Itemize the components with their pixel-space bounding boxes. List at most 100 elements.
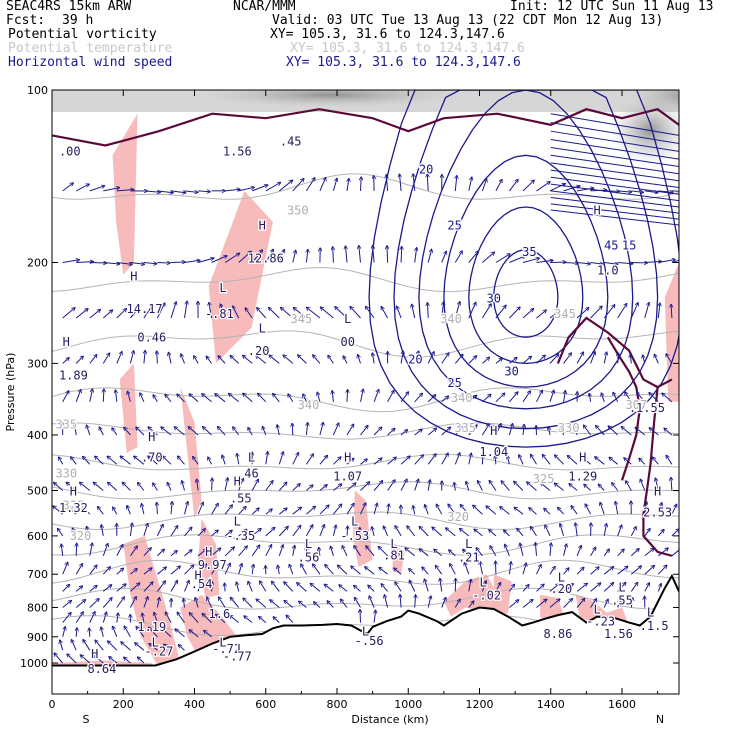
wind-vector	[298, 355, 307, 364]
wind-vector	[313, 355, 321, 364]
pv-extremum-label: .00	[59, 144, 81, 158]
wind-vector	[184, 260, 200, 263]
wind-vector	[544, 508, 551, 515]
wind-vector	[62, 391, 69, 403]
wind-vector	[649, 428, 659, 436]
wind-vector	[342, 546, 348, 557]
wind-vector	[604, 263, 618, 265]
wind-vector	[405, 548, 416, 557]
wind-vector	[248, 581, 253, 592]
wind-vector	[130, 263, 144, 265]
wind-vector	[335, 307, 348, 319]
wind-vector	[143, 524, 148, 537]
wind-vector	[202, 394, 212, 403]
x-tick-label: 600	[255, 698, 276, 711]
wind-vector	[654, 354, 659, 364]
wind-vector	[292, 250, 296, 263]
wind-vector	[428, 303, 429, 319]
wind-vector	[206, 356, 213, 364]
wind-vector	[489, 530, 497, 537]
wind-vector	[536, 355, 546, 364]
wind-vector	[449, 550, 456, 557]
wind-vector	[333, 504, 341, 515]
wind-vector	[643, 355, 645, 364]
wind-vector	[369, 596, 375, 608]
pv-extremum-label: 1.56	[223, 144, 252, 158]
wind-vector	[590, 567, 599, 575]
wind-vector	[211, 256, 227, 263]
wind-vector	[392, 547, 402, 557]
wind-vector	[495, 393, 505, 403]
wind-vector	[297, 583, 307, 592]
wind-vector	[360, 389, 364, 402]
wind-vector	[62, 613, 71, 623]
wind-vector	[278, 250, 284, 263]
wind-vector	[260, 581, 267, 592]
wind-vector	[425, 505, 429, 515]
wind-vector	[468, 601, 474, 608]
pv-shaded-region	[198, 518, 220, 598]
wind-vector	[374, 610, 376, 623]
x-tick-label: 1200	[466, 698, 494, 711]
pv-contour	[556, 316, 673, 389]
wind-vector	[278, 482, 286, 491]
wind-vector	[522, 258, 539, 263]
wind-vector	[522, 309, 533, 319]
wind-vector	[613, 392, 619, 403]
wind-vector	[644, 261, 662, 262]
wind-speed-contour	[550, 209, 679, 226]
wind-vector	[190, 613, 199, 623]
wind-vector	[671, 548, 679, 557]
wind-vector	[454, 302, 460, 319]
wind-vector	[630, 549, 639, 557]
wind-vector	[332, 423, 338, 436]
wind-vector	[653, 457, 659, 465]
wind-vector	[481, 581, 486, 592]
wind-vector	[482, 394, 491, 403]
wind-vector	[231, 598, 240, 608]
wind-vector	[251, 529, 261, 537]
valid-time: Valid: 03 UTC Tue 13 Aug 13 (22 CDT Mon …	[272, 13, 664, 28]
pv-extremum-label: .20	[551, 582, 573, 596]
wind-vector	[372, 353, 374, 364]
wind-speed-contour	[550, 138, 679, 160]
wind-vector	[427, 174, 428, 191]
wind-vector	[144, 351, 145, 364]
wind-vector	[331, 546, 334, 556]
wind-vector	[555, 483, 564, 491]
wind-vector	[468, 453, 472, 465]
wind-vector	[500, 507, 510, 515]
pv-extremum-label: .20	[248, 344, 270, 358]
field-wind-xy: XY= 105.3, 31.6 to 124.3,147.6	[286, 55, 521, 70]
wind-vector	[360, 482, 370, 491]
wind-vector	[657, 503, 662, 515]
wind-vector	[585, 504, 592, 515]
wind-vector	[536, 260, 553, 263]
wind-vector	[102, 567, 110, 575]
wind-vector	[157, 598, 159, 608]
wind-vector	[230, 356, 240, 364]
wind-vector	[509, 307, 520, 319]
wind-vector	[414, 393, 423, 403]
wind-vector	[218, 356, 226, 364]
wind-vector	[671, 190, 679, 192]
wind-vector	[272, 581, 280, 592]
wind-vector	[489, 481, 497, 491]
wind-vector	[292, 526, 301, 537]
wind-vector	[243, 393, 253, 403]
wind-vector	[531, 527, 537, 537]
wind-speed-contour	[550, 130, 679, 152]
pv-extremum-label: L	[344, 312, 351, 326]
pv-extremum-label: L	[465, 537, 472, 551]
wind-vector	[248, 428, 253, 436]
wind-vector	[219, 597, 226, 608]
wind-vector	[89, 565, 97, 575]
wind-vector	[136, 627, 145, 638]
wind-vector	[343, 356, 348, 364]
wind-vector	[157, 263, 170, 264]
wind-vector	[53, 506, 64, 515]
wind-vector	[576, 546, 581, 556]
pv-extremum-label: -.72	[212, 642, 241, 656]
wind-vector	[468, 425, 477, 436]
pv-extremum-label: .1.5	[640, 619, 669, 633]
